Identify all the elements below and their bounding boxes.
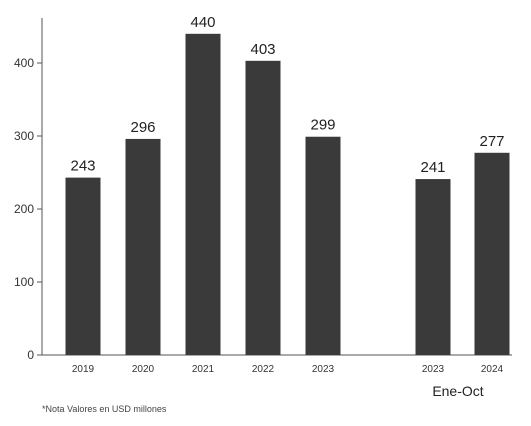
data-label: 403 (250, 41, 275, 58)
category-label: 2021 (192, 364, 215, 375)
category-label: 2024 (481, 364, 504, 375)
data-label: 296 (130, 119, 155, 136)
data-label: 440 (190, 14, 215, 31)
category-label: 2022 (252, 364, 275, 375)
y-tick-label: 300 (14, 129, 34, 143)
data-labels-group: 243 296 440 403 299 241 277 (70, 14, 504, 176)
category-label: 2020 (132, 364, 155, 375)
y-tick-label: 100 (14, 275, 34, 289)
bar-2024-ene-oct (474, 152, 510, 355)
data-label: 241 (420, 159, 445, 176)
category-label: 2023 (422, 364, 445, 375)
category-label: 2023 (312, 364, 335, 375)
bar-2023-ene-oct (415, 179, 451, 355)
bar-2021 (185, 33, 221, 356)
y-tick-label: 0 (27, 348, 34, 362)
footnote: *Nota Valores en USD millones (42, 404, 167, 414)
y-axis-ticks: 0 100 200 300 400 (14, 56, 42, 362)
bar-2020 (125, 138, 161, 355)
data-label: 299 (310, 117, 335, 134)
bar-2022 (245, 60, 281, 356)
data-label: 243 (70, 158, 95, 175)
bar-2023 (305, 136, 341, 355)
y-tick-label: 400 (14, 56, 34, 70)
group-label-ene-oct: Ene-Oct (432, 383, 483, 399)
y-tick-label: 200 (14, 202, 34, 216)
category-labels-group: 2019 2020 2021 2022 2023 2023 2024 (72, 364, 504, 375)
bars-group (65, 33, 510, 356)
category-label: 2019 (72, 364, 95, 375)
data-label: 277 (479, 133, 504, 150)
bar-2019 (65, 177, 101, 355)
